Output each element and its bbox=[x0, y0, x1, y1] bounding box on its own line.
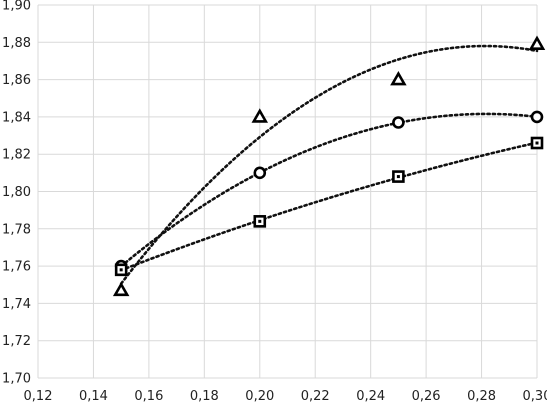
square-marker-center bbox=[535, 141, 539, 145]
y-tick-label: 1,88 bbox=[2, 36, 31, 51]
square-marker-center bbox=[119, 268, 123, 272]
x-tick-label: 0,16 bbox=[134, 389, 163, 404]
triangle-marker bbox=[112, 281, 130, 297]
square-marker-center bbox=[396, 175, 400, 179]
x-tick-label: 0,18 bbox=[190, 389, 219, 404]
data-points bbox=[112, 35, 546, 297]
triangle-marker bbox=[528, 35, 546, 50]
square-trendline bbox=[119, 141, 539, 272]
y-tick-label: 1,78 bbox=[2, 222, 31, 237]
circle-marker bbox=[530, 110, 544, 124]
y-tick-label: 1,86 bbox=[2, 73, 31, 88]
y-tick-label: 1,72 bbox=[2, 334, 31, 349]
trendlines bbox=[119, 44, 539, 285]
x-tick-label: 0,30 bbox=[523, 389, 547, 404]
x-tick-label: 0,26 bbox=[412, 389, 441, 404]
y-tick-label: 1,82 bbox=[2, 148, 31, 163]
x-tick-label: 0,24 bbox=[356, 389, 385, 404]
x-tick-label: 0,12 bbox=[24, 389, 53, 404]
circle-marker bbox=[392, 116, 405, 129]
x-tick-label: 0,22 bbox=[301, 389, 330, 404]
horizontal-gridlines bbox=[38, 4, 537, 379]
triangle-marker bbox=[390, 70, 407, 86]
square-marker-center bbox=[258, 219, 262, 223]
triangle-marker bbox=[251, 108, 269, 123]
y-tick-label: 1,90 bbox=[2, 0, 31, 14]
y-tick-label: 1,84 bbox=[2, 110, 31, 125]
y-axis-tick-labels: 1,70 1,72 1,74 1,76 1,78 1,80 1,82 1,84 1,86 1,88… bbox=[2, 0, 31, 387]
y-tick-label: 1,70 bbox=[2, 372, 31, 387]
x-tick-label: 0,28 bbox=[467, 389, 496, 404]
y-tick-label: 1,74 bbox=[2, 297, 31, 312]
y-tick-label: 1,80 bbox=[2, 185, 31, 200]
triangle-trendline bbox=[119, 44, 539, 285]
x-tick-label: 0,14 bbox=[79, 389, 108, 404]
circle-marker bbox=[253, 166, 267, 180]
x-axis-tick-labels: 0,12 0,14 0,16 0,18 0,20 0,22 0,24 0,26 0,28 0,30 bbox=[24, 389, 547, 404]
y-tick-label: 1,76 bbox=[2, 260, 31, 275]
circle-trendline bbox=[119, 112, 539, 268]
x-tick-label: 0,20 bbox=[245, 389, 274, 404]
